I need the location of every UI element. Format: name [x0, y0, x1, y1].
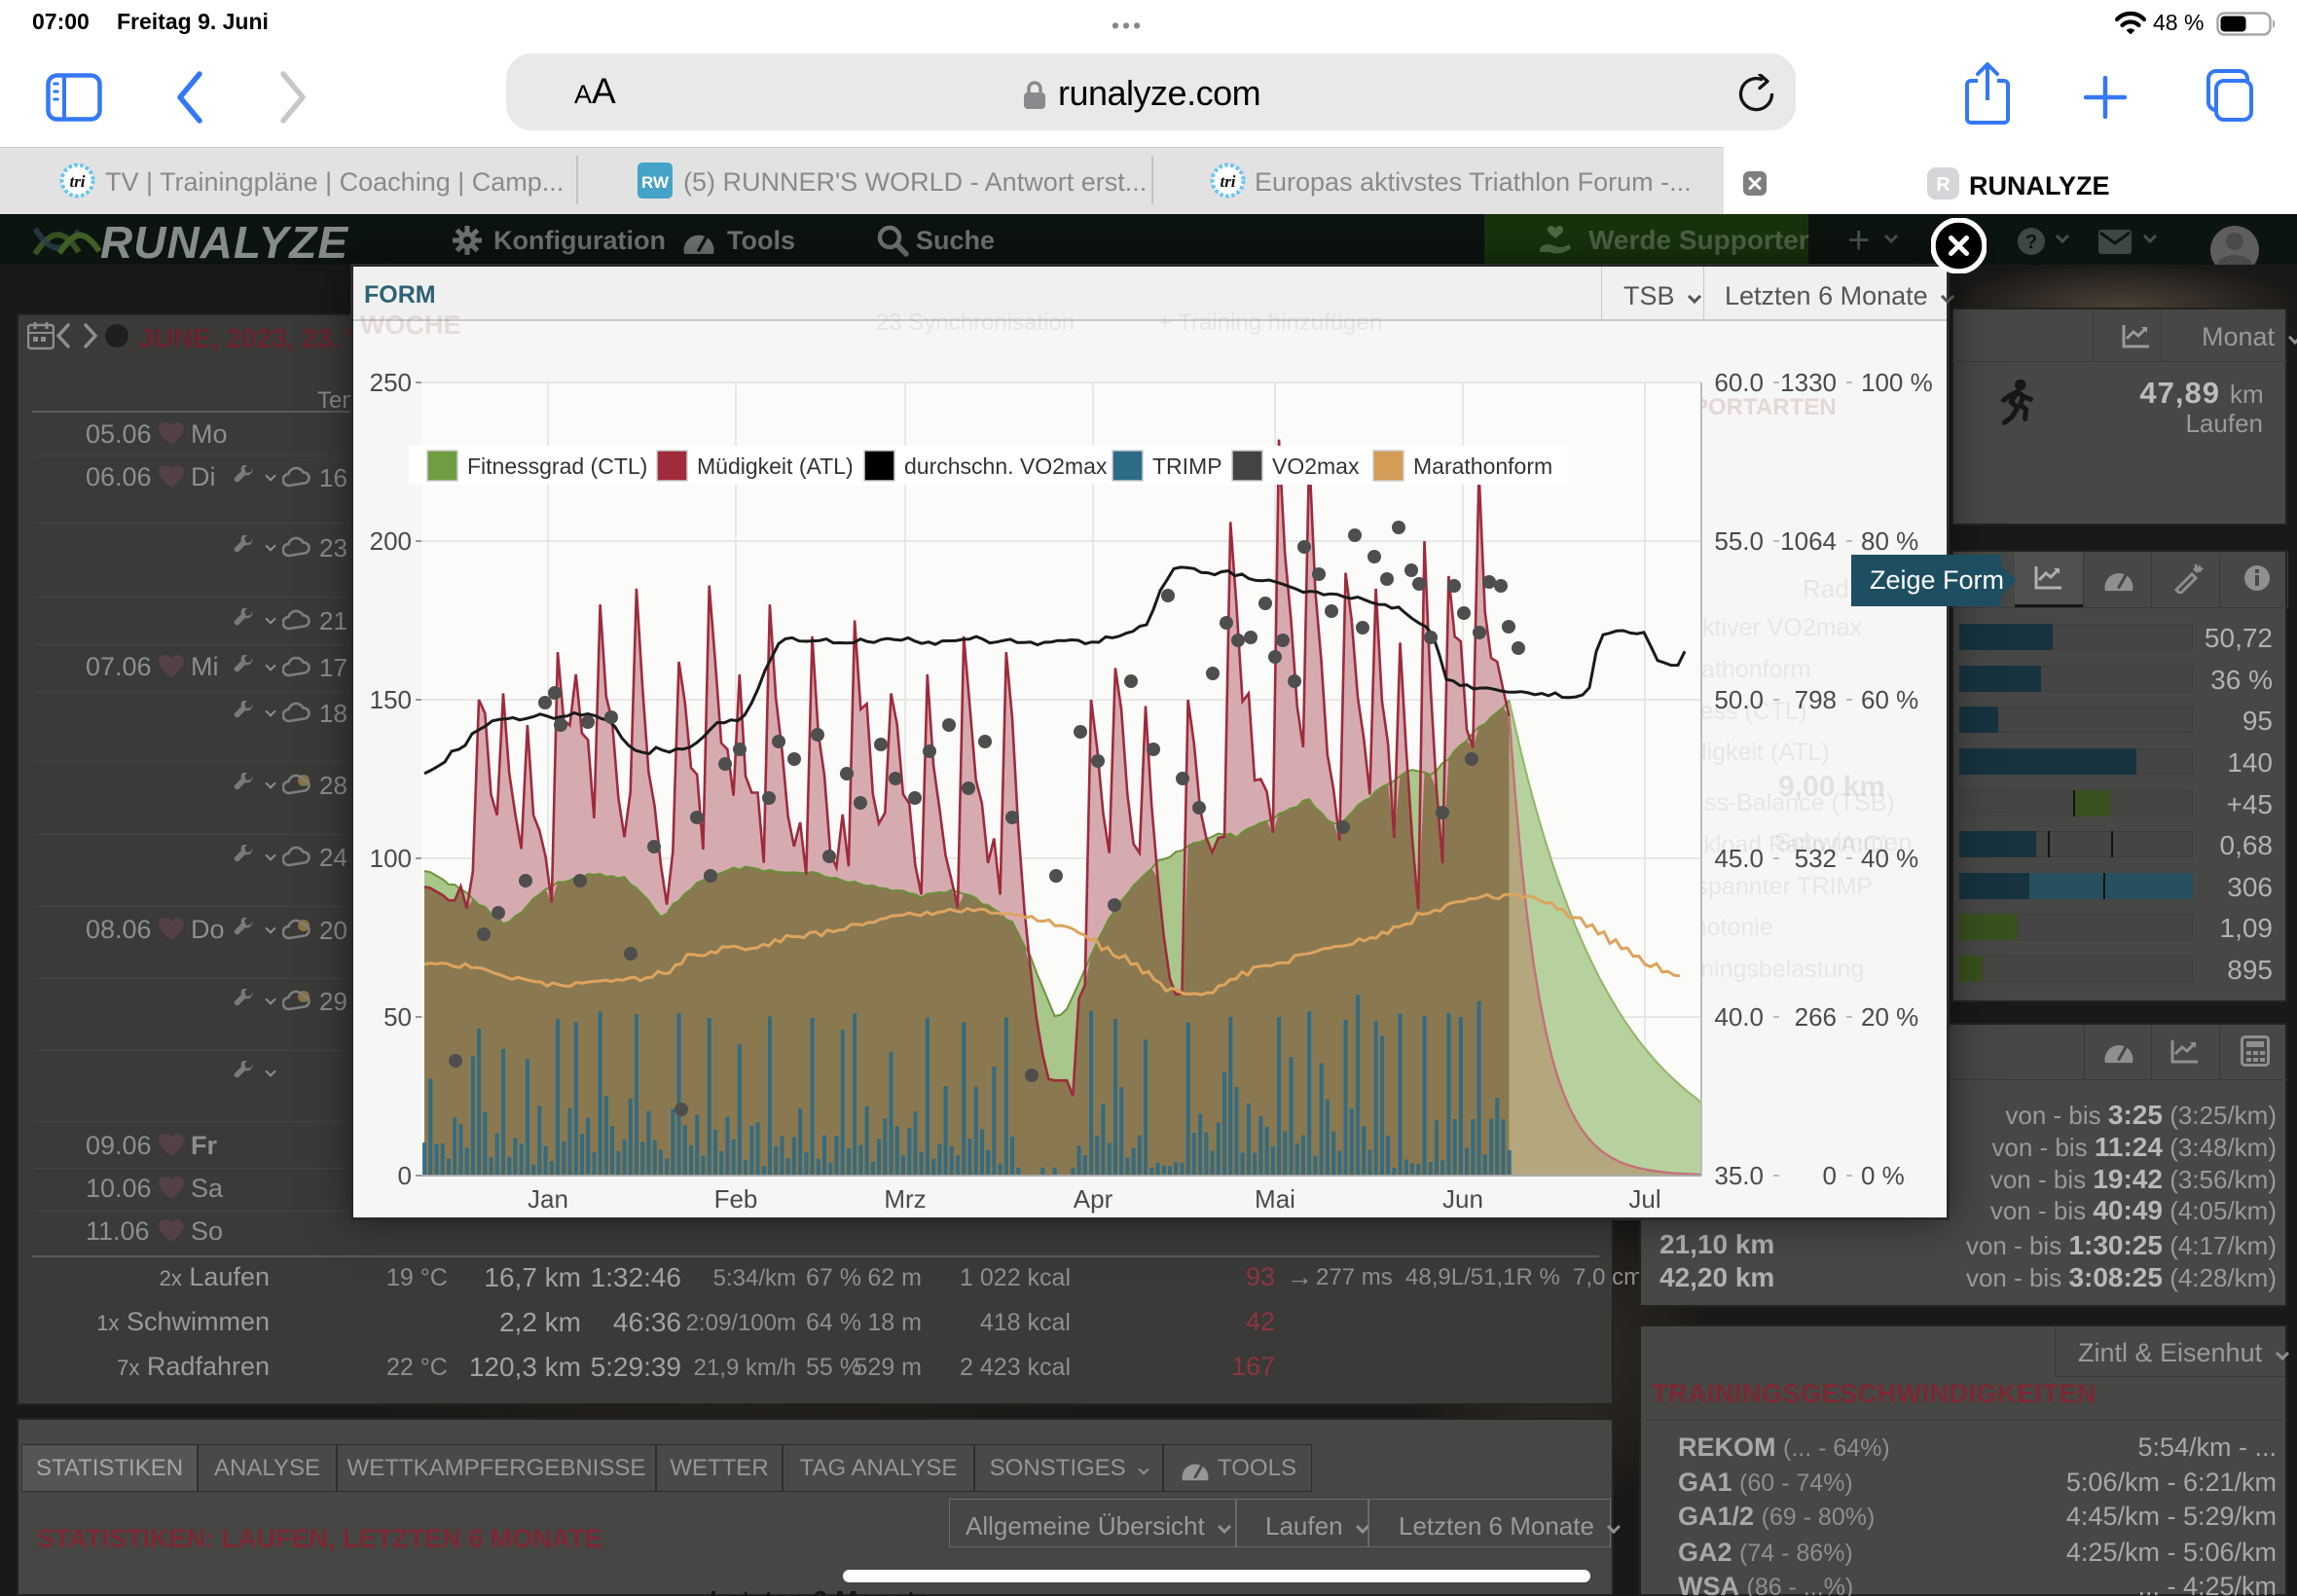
svg-text:tri: tri [69, 172, 85, 191]
svg-text:VO2max: VO2max [1272, 453, 1360, 479]
svg-text:Mai: Mai [1255, 1184, 1295, 1214]
svg-text:R: R [1936, 174, 1951, 196]
svg-text:100: 100 [370, 844, 412, 873]
svg-text:Feb: Feb [714, 1184, 758, 1214]
svg-text:40.0: 40.0 [1714, 1002, 1764, 1032]
svg-text:55.0: 55.0 [1714, 526, 1764, 556]
svg-text:35.0: 35.0 [1714, 1161, 1764, 1190]
svg-text:40 %: 40 % [1861, 844, 1918, 873]
svg-text:250: 250 [370, 368, 412, 397]
svg-text:20 %: 20 % [1861, 1002, 1918, 1032]
svg-text:60 %: 60 % [1861, 685, 1918, 714]
svg-text:150: 150 [370, 685, 412, 714]
svg-text:1064: 1064 [1780, 526, 1837, 556]
svg-text:Jun: Jun [1442, 1184, 1483, 1214]
svg-text:TRIMP: TRIMP [1152, 453, 1222, 479]
svg-text:Müdigkeit (ATL): Müdigkeit (ATL) [697, 453, 854, 479]
svg-text:RW: RW [641, 173, 670, 192]
svg-text:Apr: Apr [1074, 1184, 1113, 1214]
svg-text:100 %: 100 % [1861, 368, 1933, 397]
svg-text:1330: 1330 [1780, 368, 1837, 397]
svg-text:50.0: 50.0 [1714, 685, 1764, 714]
svg-text:0 %: 0 % [1861, 1161, 1905, 1190]
svg-text:798: 798 [1795, 685, 1837, 714]
svg-text:durchschn. VO2max: durchschn. VO2max [904, 453, 1108, 479]
svg-text:0: 0 [398, 1161, 412, 1190]
svg-text:45.0: 45.0 [1714, 844, 1764, 873]
svg-text:50: 50 [383, 1002, 412, 1032]
svg-text:Marathonform: Marathonform [1413, 453, 1552, 479]
svg-text:532: 532 [1795, 844, 1837, 873]
svg-text:80 %: 80 % [1861, 526, 1918, 556]
svg-text:0: 0 [1823, 1161, 1837, 1190]
svg-text:200: 200 [370, 526, 412, 556]
svg-text:Jul: Jul [1628, 1184, 1660, 1214]
svg-text:Mrz: Mrz [884, 1184, 926, 1214]
svg-text:Jan: Jan [528, 1184, 568, 1214]
svg-text:tri: tri [1220, 172, 1235, 191]
svg-text:?: ? [2025, 232, 2037, 253]
svg-text:266: 266 [1795, 1002, 1837, 1032]
svg-text:60.0: 60.0 [1714, 368, 1764, 397]
svg-text:Fitnessgrad (CTL): Fitnessgrad (CTL) [467, 453, 647, 479]
